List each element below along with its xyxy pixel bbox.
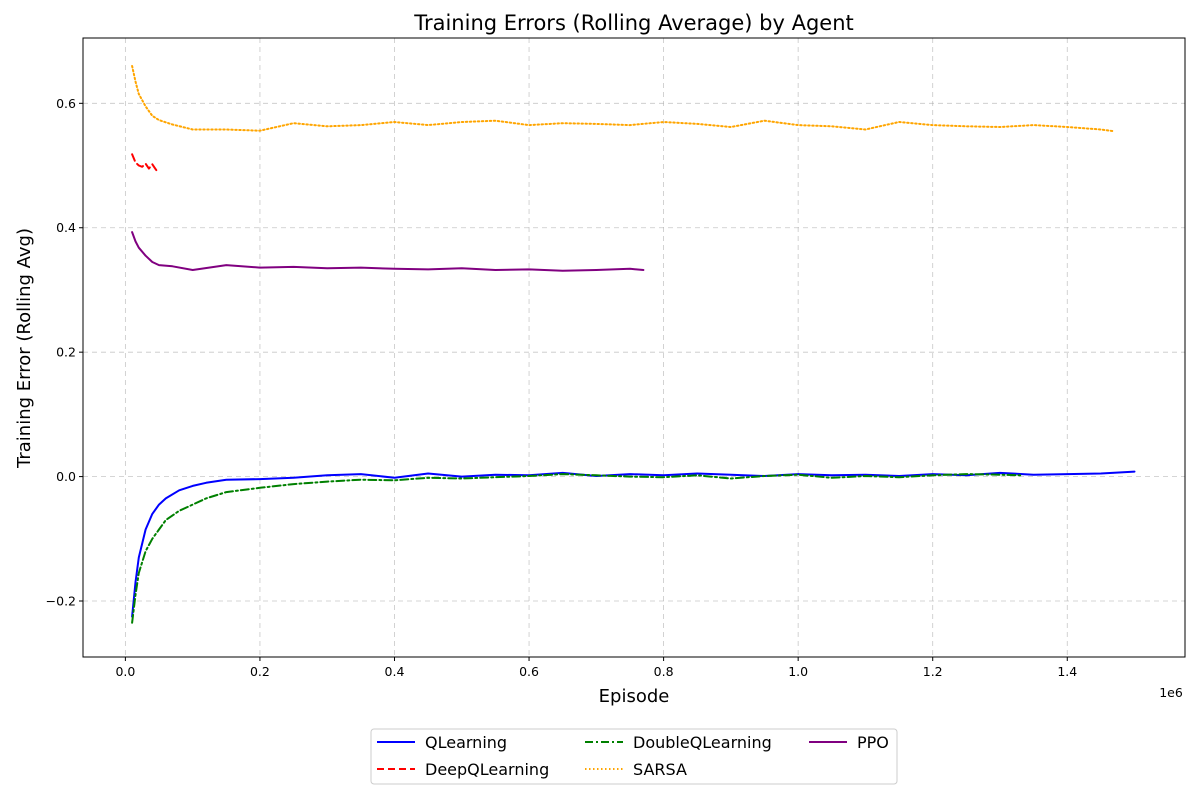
series-line-qlearning	[131, 470, 1136, 618]
x-tick-label: 0.0	[115, 664, 135, 679]
y-tick-label: 0.0	[56, 469, 76, 484]
x-tick-label: 1.0	[788, 664, 808, 679]
y-axis-label: Training Error (Rolling Avg)	[14, 228, 35, 469]
x-axis-label: Episode	[599, 686, 670, 707]
y-tick-label: 0.2	[56, 345, 76, 360]
series-lines	[131, 65, 1136, 624]
legend-item-ppo: PPO	[809, 733, 889, 752]
y-tick-label: 0.4	[56, 220, 76, 235]
x-tick-label: 0.2	[250, 664, 270, 679]
legend-label: DoubleQLearning	[633, 733, 772, 752]
legend: QLearning DeepQLearning DoubleQLearning SAR…	[370, 728, 898, 785]
x-axis-offset-label: 1e6	[1159, 685, 1183, 700]
chart-title: Training Errors (Rolling Average) by Age…	[413, 11, 854, 35]
legend-item-sarsa: SARSA	[585, 760, 687, 779]
legend-label: QLearning	[425, 733, 507, 752]
x-tick-label: 1.2	[923, 664, 943, 679]
legend-item-doubleqlearning: DoubleQLearning	[585, 733, 772, 752]
x-tick-label: 1.4	[1057, 664, 1077, 679]
legend-label: DeepQLearning	[425, 760, 549, 779]
y-tick-label: −0.2	[46, 594, 76, 609]
x-tick-label: 0.4	[385, 664, 405, 679]
x-axis-ticks: 0.0 0.2 0.4 0.6 0.8 1.0 1.2 1.4	[115, 657, 1077, 679]
legend-item-deepqlearning: DeepQLearning	[377, 760, 549, 779]
grid-lines	[83, 38, 1185, 657]
series-line-ppo	[131, 231, 645, 272]
legend-box	[370, 728, 898, 785]
x-tick-label: 0.8	[654, 664, 674, 679]
y-axis-ticks: −0.2 0.0 0.2 0.4 0.6	[46, 96, 83, 609]
series-line-deepqlearning	[131, 153, 159, 173]
plot-area-frame	[82, 37, 1186, 658]
series-line-doubleqlearning	[131, 473, 1022, 624]
x-tick-label: 0.6	[519, 664, 539, 679]
legend-label: SARSA	[633, 760, 687, 779]
legend-item-qlearning: QLearning	[377, 733, 507, 752]
series-line-sarsa	[131, 65, 1116, 133]
y-tick-label: 0.6	[56, 96, 76, 111]
legend-label: PPO	[857, 733, 889, 752]
